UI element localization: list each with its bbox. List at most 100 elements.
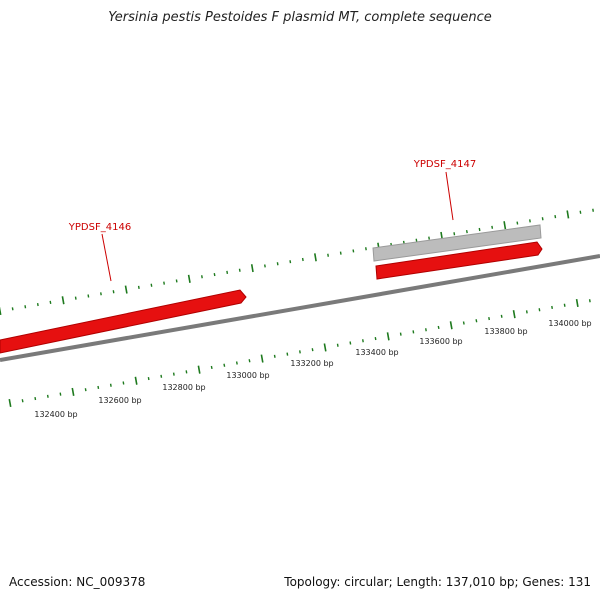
minor-tick: [538, 308, 541, 312]
major-tick: [8, 398, 12, 408]
major-tick: [71, 387, 75, 396]
major-tick: [124, 285, 128, 294]
minor-tick: [238, 268, 241, 272]
sequence-summary: Topology: circular; Length: 137,010 bp; …: [284, 575, 591, 589]
major-tick: [323, 343, 327, 352]
major-tick: [575, 298, 579, 308]
minor-tick: [46, 394, 49, 398]
major-tick: [134, 376, 138, 385]
minor-tick: [579, 210, 582, 214]
major-tick: [250, 264, 254, 273]
minor-tick: [163, 281, 165, 285]
minor-tick: [336, 343, 339, 347]
scale-label: 132600 bp: [98, 396, 141, 405]
minor-tick: [592, 208, 594, 212]
minor-tick: [289, 260, 292, 264]
minor-tick: [172, 372, 175, 376]
minor-tick: [210, 365, 213, 370]
accession-label: Accession: NC_009378: [9, 575, 146, 589]
minor-tick: [213, 272, 216, 277]
minor-tick: [554, 214, 557, 219]
minor-tick: [428, 236, 430, 240]
minor-tick: [349, 341, 352, 345]
gene-ypdsf-4147[interactable]: [375, 241, 543, 280]
minor-tick: [276, 262, 279, 266]
minor-tick: [425, 328, 427, 332]
label-leader-ypdsf-4146: [101, 233, 112, 282]
minor-tick: [59, 392, 62, 396]
minor-tick: [147, 376, 150, 381]
minor-tick: [34, 396, 37, 401]
minor-tick: [478, 227, 481, 232]
minor-tick: [563, 303, 566, 307]
minor-tick: [352, 249, 355, 253]
upper-tick-ring: [0, 208, 594, 316]
minor-tick: [453, 232, 456, 236]
minor-tick: [412, 330, 415, 334]
minor-tick: [112, 290, 115, 294]
gene-ypdsf-4146[interactable]: [0, 289, 247, 354]
minor-tick: [150, 283, 153, 287]
gene-label-ypdsf-4146: YPDSF_4146: [68, 222, 131, 233]
minor-tick: [301, 257, 304, 262]
minor-tick: [185, 370, 188, 374]
minor-tick: [100, 292, 102, 296]
minor-tick: [500, 314, 503, 318]
minor-tick: [516, 221, 519, 225]
minor-tick: [175, 279, 178, 283]
major-tick: [187, 274, 191, 283]
minor-tick: [160, 374, 163, 378]
minor-tick: [327, 253, 329, 257]
scale-label: 133200 bp: [290, 359, 333, 368]
major-tick: [566, 210, 570, 219]
minor-tick: [488, 316, 490, 321]
minor-tick: [462, 321, 465, 325]
minor-tick: [223, 363, 226, 367]
minor-tick: [299, 350, 301, 354]
minor-tick: [374, 336, 377, 341]
major-tick: [0, 306, 2, 316]
major-tick: [61, 296, 65, 305]
minor-tick: [437, 325, 440, 330]
scale-label: 134000 bp: [548, 319, 591, 328]
lower-tick-ring: [8, 298, 591, 408]
minor-tick: [529, 219, 531, 223]
minor-tick: [201, 275, 203, 279]
minor-tick: [74, 296, 77, 300]
minor-tick: [415, 238, 418, 242]
minor-tick: [97, 385, 100, 390]
major-tick: [314, 253, 317, 262]
scale-label: 133000 bp: [226, 371, 269, 380]
major-tick: [197, 365, 201, 374]
minor-tick: [541, 217, 544, 221]
minor-tick: [84, 388, 87, 392]
minor-tick: [475, 319, 478, 323]
minor-tick: [87, 294, 90, 298]
minor-tick: [24, 305, 27, 309]
minor-tick: [248, 359, 251, 363]
grey-orf-feature[interactable]: [372, 224, 542, 262]
minor-tick: [339, 251, 342, 255]
minor-tick: [49, 300, 52, 305]
minor-tick: [491, 225, 494, 229]
minor-tick: [109, 383, 112, 387]
minor-tick: [365, 247, 367, 251]
minor-tick: [551, 305, 553, 310]
gene-label-ypdsf-4147: YPDSF_4147: [413, 159, 476, 170]
scale-label: 133600 bp: [419, 337, 462, 346]
scale-label: 132400 bp: [34, 410, 77, 419]
minor-tick: [273, 354, 276, 358]
minor-tick: [264, 264, 266, 268]
minor-tick: [525, 310, 528, 314]
label-leader-ypdsf-4147: [445, 171, 454, 221]
major-tick: [386, 332, 390, 341]
minor-tick: [465, 229, 468, 234]
minor-tick: [21, 399, 24, 403]
major-tick: [449, 321, 453, 330]
major-tick: [503, 221, 507, 230]
scale-label: 133400 bp: [355, 348, 398, 357]
minor-tick: [11, 307, 14, 311]
minor-tick: [286, 352, 289, 356]
minor-tick: [226, 270, 229, 275]
